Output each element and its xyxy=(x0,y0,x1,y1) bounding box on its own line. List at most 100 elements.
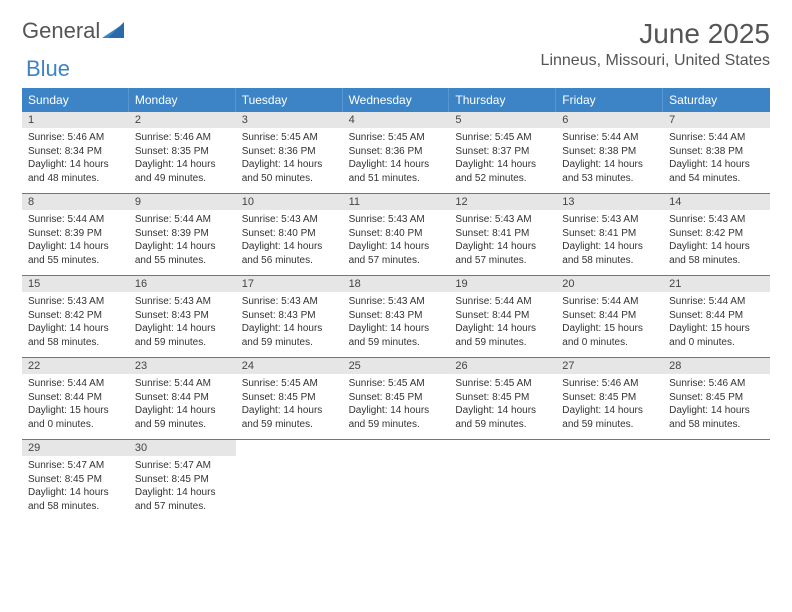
sunset-line: Sunset: 8:45 PM xyxy=(242,391,337,405)
sunrise-line: Sunrise: 5:44 AM xyxy=(28,213,123,227)
sunrise-line: Sunrise: 5:43 AM xyxy=(455,213,550,227)
sunrise-line: Sunrise: 5:46 AM xyxy=(28,131,123,145)
sunset-line: Sunset: 8:43 PM xyxy=(242,309,337,323)
day-body: Sunrise: 5:44 AMSunset: 8:44 PMDaylight:… xyxy=(556,292,663,357)
day-cell: 9Sunrise: 5:44 AMSunset: 8:39 PMDaylight… xyxy=(129,194,236,275)
day-number: 12 xyxy=(449,194,556,210)
weekday-header: Tuesday xyxy=(236,88,343,112)
day-cell: 5Sunrise: 5:45 AMSunset: 8:37 PMDaylight… xyxy=(449,112,556,193)
day-body: Sunrise: 5:45 AMSunset: 8:45 PMDaylight:… xyxy=(236,374,343,439)
daylight-line: Daylight: 14 hours and 59 minutes. xyxy=(455,322,550,349)
sunrise-line: Sunrise: 5:44 AM xyxy=(135,213,230,227)
sunrise-line: Sunrise: 5:43 AM xyxy=(242,213,337,227)
daylight-line: Daylight: 14 hours and 56 minutes. xyxy=(242,240,337,267)
sunrise-line: Sunrise: 5:44 AM xyxy=(28,377,123,391)
day-cell: 2Sunrise: 5:46 AMSunset: 8:35 PMDaylight… xyxy=(129,112,236,193)
sunrise-line: Sunrise: 5:45 AM xyxy=(349,131,444,145)
sunrise-line: Sunrise: 5:45 AM xyxy=(349,377,444,391)
day-number: 8 xyxy=(22,194,129,210)
sunset-line: Sunset: 8:45 PM xyxy=(349,391,444,405)
week-row: 29Sunrise: 5:47 AMSunset: 8:45 PMDayligh… xyxy=(22,440,770,521)
sunset-line: Sunset: 8:42 PM xyxy=(28,309,123,323)
day-body: Sunrise: 5:43 AMSunset: 8:41 PMDaylight:… xyxy=(556,210,663,275)
day-number: 29 xyxy=(22,440,129,456)
weekday-header: Friday xyxy=(556,88,663,112)
weekday-header: Monday xyxy=(129,88,236,112)
day-number: 25 xyxy=(343,358,450,374)
sunset-line: Sunset: 8:44 PM xyxy=(562,309,657,323)
day-number: 24 xyxy=(236,358,343,374)
day-number: 27 xyxy=(556,358,663,374)
sunrise-line: Sunrise: 5:46 AM xyxy=(562,377,657,391)
sunset-line: Sunset: 8:40 PM xyxy=(349,227,444,241)
day-cell: 13Sunrise: 5:43 AMSunset: 8:41 PMDayligh… xyxy=(556,194,663,275)
day-number: 26 xyxy=(449,358,556,374)
daylight-line: Daylight: 14 hours and 58 minutes. xyxy=(28,322,123,349)
sunrise-line: Sunrise: 5:45 AM xyxy=(455,377,550,391)
sunrise-line: Sunrise: 5:44 AM xyxy=(562,131,657,145)
daylight-line: Daylight: 14 hours and 59 minutes. xyxy=(562,404,657,431)
week-row: 15Sunrise: 5:43 AMSunset: 8:42 PMDayligh… xyxy=(22,276,770,358)
day-number: 6 xyxy=(556,112,663,128)
day-cell: 11Sunrise: 5:43 AMSunset: 8:40 PMDayligh… xyxy=(343,194,450,275)
day-number: 1 xyxy=(22,112,129,128)
logo-icon xyxy=(102,22,124,40)
sunrise-line: Sunrise: 5:47 AM xyxy=(28,459,123,473)
day-cell: 21Sunrise: 5:44 AMSunset: 8:44 PMDayligh… xyxy=(663,276,770,357)
day-body: Sunrise: 5:43 AMSunset: 8:40 PMDaylight:… xyxy=(343,210,450,275)
day-cell: 8Sunrise: 5:44 AMSunset: 8:39 PMDaylight… xyxy=(22,194,129,275)
sunrise-line: Sunrise: 5:43 AM xyxy=(135,295,230,309)
day-number: 17 xyxy=(236,276,343,292)
sunset-line: Sunset: 8:45 PM xyxy=(455,391,550,405)
sunset-line: Sunset: 8:34 PM xyxy=(28,145,123,159)
day-cell: 25Sunrise: 5:45 AMSunset: 8:45 PMDayligh… xyxy=(343,358,450,439)
daylight-line: Daylight: 14 hours and 53 minutes. xyxy=(562,158,657,185)
daylight-line: Daylight: 15 hours and 0 minutes. xyxy=(28,404,123,431)
daylight-line: Daylight: 14 hours and 57 minutes. xyxy=(349,240,444,267)
day-body: Sunrise: 5:43 AMSunset: 8:43 PMDaylight:… xyxy=(129,292,236,357)
day-cell: 6Sunrise: 5:44 AMSunset: 8:38 PMDaylight… xyxy=(556,112,663,193)
daylight-line: Daylight: 14 hours and 48 minutes. xyxy=(28,158,123,185)
sunrise-line: Sunrise: 5:45 AM xyxy=(455,131,550,145)
day-number: 11 xyxy=(343,194,450,210)
day-body: Sunrise: 5:45 AMSunset: 8:45 PMDaylight:… xyxy=(449,374,556,439)
sunset-line: Sunset: 8:45 PM xyxy=(28,473,123,487)
sunset-line: Sunset: 8:41 PM xyxy=(562,227,657,241)
day-number: 9 xyxy=(129,194,236,210)
day-body: Sunrise: 5:44 AMSunset: 8:44 PMDaylight:… xyxy=(449,292,556,357)
daylight-line: Daylight: 14 hours and 55 minutes. xyxy=(28,240,123,267)
daylight-line: Daylight: 14 hours and 59 minutes. xyxy=(455,404,550,431)
day-cell: 19Sunrise: 5:44 AMSunset: 8:44 PMDayligh… xyxy=(449,276,556,357)
sunset-line: Sunset: 8:42 PM xyxy=(669,227,764,241)
day-number: 16 xyxy=(129,276,236,292)
sunset-line: Sunset: 8:45 PM xyxy=(135,473,230,487)
day-body: Sunrise: 5:44 AMSunset: 8:39 PMDaylight:… xyxy=(129,210,236,275)
day-cell: .. xyxy=(236,440,343,521)
day-cell: .. xyxy=(449,440,556,521)
day-cell: 18Sunrise: 5:43 AMSunset: 8:43 PMDayligh… xyxy=(343,276,450,357)
day-number: 2 xyxy=(129,112,236,128)
weekday-header-row: Sunday Monday Tuesday Wednesday Thursday… xyxy=(22,88,770,112)
calendar-page: General June 2025 Linneus, Missouri, Uni… xyxy=(0,0,792,612)
day-body: Sunrise: 5:45 AMSunset: 8:45 PMDaylight:… xyxy=(343,374,450,439)
day-cell: 1 Sunrise: 5:46 AMSunset: 8:34 PMDaylight… xyxy=(22,112,129,193)
day-cell: 17Sunrise: 5:43 AMSunset: 8:43 PMDayligh… xyxy=(236,276,343,357)
daylight-line: Daylight: 14 hours and 57 minutes. xyxy=(455,240,550,267)
day-body: Sunrise: 5:45 AMSunset: 8:37 PMDaylight:… xyxy=(449,128,556,193)
day-number: 30 xyxy=(129,440,236,456)
day-cell: 14Sunrise: 5:43 AMSunset: 8:42 PMDayligh… xyxy=(663,194,770,275)
sunrise-line: Sunrise: 5:44 AM xyxy=(669,131,764,145)
daylight-line: Daylight: 14 hours and 50 minutes. xyxy=(242,158,337,185)
daylight-line: Daylight: 14 hours and 51 minutes. xyxy=(349,158,444,185)
sunset-line: Sunset: 8:43 PM xyxy=(349,309,444,323)
day-number: 14 xyxy=(663,194,770,210)
day-cell: .. xyxy=(663,440,770,521)
sunset-line: Sunset: 8:44 PM xyxy=(455,309,550,323)
day-cell: .. xyxy=(556,440,663,521)
day-body: Sunrise: 5:44 AMSunset: 8:44 PMDaylight:… xyxy=(22,374,129,439)
daylight-line: Daylight: 14 hours and 59 minutes. xyxy=(349,404,444,431)
day-number: 18 xyxy=(343,276,450,292)
day-number: 15 xyxy=(22,276,129,292)
day-number: 28 xyxy=(663,358,770,374)
sunrise-line: Sunrise: 5:43 AM xyxy=(28,295,123,309)
